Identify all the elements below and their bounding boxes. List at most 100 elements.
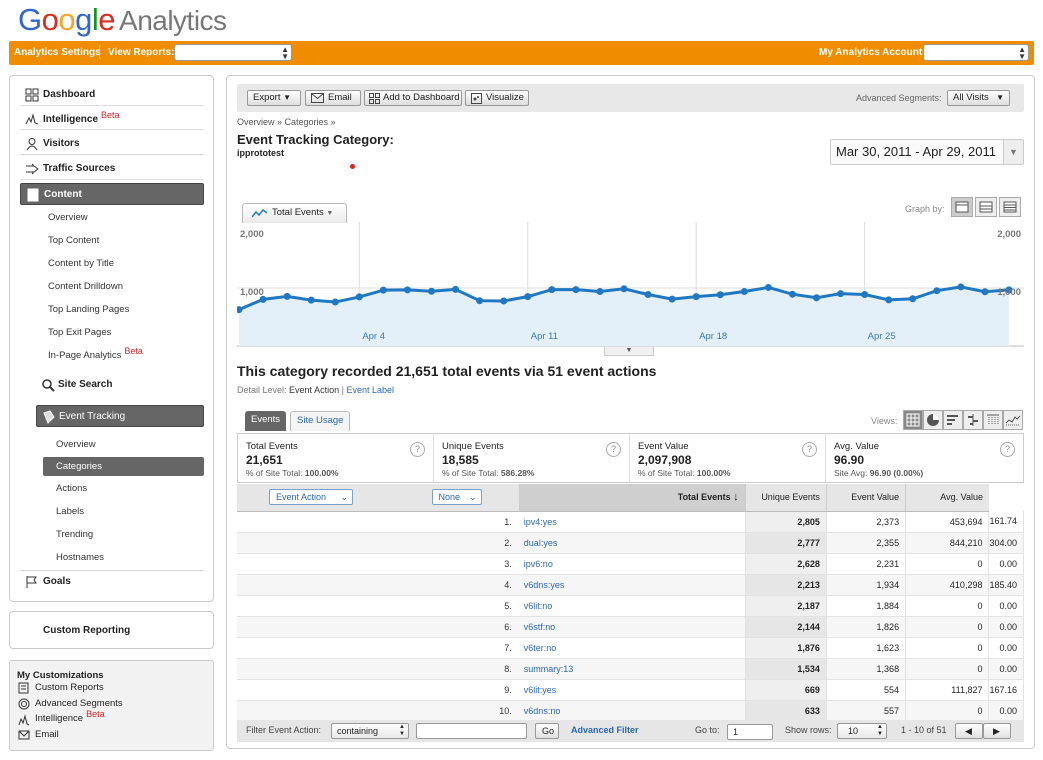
chevron-down-icon[interactable]: ▼: [1003, 140, 1023, 164]
detail-level-event-label-link[interactable]: Event Label: [346, 385, 395, 395]
prev-page-button[interactable]: ◀: [955, 723, 983, 739]
data-point[interactable]: [837, 290, 845, 298]
data-point[interactable]: [259, 295, 267, 303]
my-accounts-select[interactable]: ▲ ▼: [923, 44, 1029, 61]
help-icon[interactable]: ?: [802, 442, 817, 457]
advanced-segments-link[interactable]: Advanced Segments: [35, 698, 123, 709]
data-point[interactable]: [283, 292, 291, 300]
row-event-action-link[interactable]: v6dns:yes: [519, 574, 746, 596]
data-point[interactable]: [716, 291, 724, 299]
tab-events[interactable]: Events: [245, 411, 287, 431]
help-icon[interactable]: ?: [606, 442, 621, 457]
visualize-button[interactable]: Visualize: [465, 90, 529, 106]
sidebar-top-landing-pages[interactable]: Top Landing Pages: [48, 304, 130, 315]
custom-reports-link[interactable]: Custom Reports: [35, 682, 104, 693]
table-view-button[interactable]: [903, 410, 923, 430]
data-point[interactable]: [885, 296, 893, 304]
add-to-dashboard-button[interactable]: Add to Dashboard: [364, 90, 462, 106]
row-event-action-link[interactable]: ipv4:yes: [519, 511, 746, 533]
primary-dimension-select[interactable]: Event Action ⌄: [269, 489, 353, 506]
data-point[interactable]: [644, 290, 652, 298]
row-event-action-link[interactable]: ipv6:no: [519, 553, 746, 575]
data-point[interactable]: [524, 293, 532, 301]
export-button[interactable]: Export ▼: [247, 90, 301, 106]
data-point[interactable]: [428, 287, 435, 295]
row-event-action-link[interactable]: v6lit:no: [519, 595, 746, 617]
view-reports-select[interactable]: ▲ ▼: [174, 44, 292, 61]
advanced-filter-link[interactable]: Advanced Filter: [571, 725, 639, 735]
filter-mode-select[interactable]: containing ▲ ▼: [331, 723, 409, 739]
data-point[interactable]: [500, 297, 508, 305]
data-point[interactable]: [740, 288, 748, 296]
pivot-view-button[interactable]: [983, 410, 1003, 430]
google-analytics-logo[interactable]: Google Analytics: [18, 2, 248, 40]
advanced-segments-select[interactable]: All Visits ▼: [947, 90, 1010, 106]
secondary-dimension-select[interactable]: None ⌄: [431, 489, 482, 506]
sidebar-content-drilldown[interactable]: Content Drilldown: [48, 281, 123, 292]
col-event-value[interactable]: Event Value: [826, 484, 907, 512]
col-total-events[interactable]: Total Events ↓: [519, 484, 746, 512]
graph-by-week-button[interactable]: [975, 197, 997, 217]
data-point[interactable]: [452, 285, 460, 293]
data-point[interactable]: [861, 290, 869, 298]
data-point[interactable]: [572, 286, 580, 294]
analytics-settings-link[interactable]: Analytics Settings: [14, 47, 101, 58]
bar-view-button[interactable]: [943, 410, 963, 430]
data-point[interactable]: [235, 306, 243, 314]
data-point[interactable]: [668, 295, 676, 303]
show-rows-select[interactable]: 10 ▲ ▼: [837, 723, 887, 739]
sidebar-top-exit-pages[interactable]: Top Exit Pages: [48, 327, 112, 338]
sidebar-event-overview[interactable]: Overview: [56, 439, 96, 450]
col-avg-value[interactable]: Avg. Value: [905, 484, 989, 512]
filter-go-button[interactable]: Go: [535, 723, 559, 739]
pie-view-button[interactable]: [923, 410, 943, 430]
sidebar-item-goals[interactable]: Goals: [20, 570, 204, 592]
data-point[interactable]: [788, 290, 796, 298]
data-point[interactable]: [981, 288, 989, 296]
row-event-action-link[interactable]: dual:yes: [519, 532, 746, 554]
comparison-view-button[interactable]: [963, 410, 983, 430]
data-point[interactable]: [355, 293, 363, 301]
data-point[interactable]: [957, 283, 965, 291]
row-event-action-link[interactable]: v6ter:no: [519, 637, 746, 659]
data-point[interactable]: [476, 297, 484, 305]
graph-by-day-button[interactable]: [951, 197, 973, 217]
sidebar-top-content[interactable]: Top Content: [48, 235, 100, 246]
sidebar-event-actions[interactable]: Actions: [56, 483, 88, 494]
sidebar-item-traffic-sources[interactable]: Traffic Sources: [20, 158, 204, 180]
row-event-action-link[interactable]: v6dns:no: [519, 700, 746, 722]
data-point[interactable]: [596, 288, 604, 296]
next-page-button[interactable]: ▶: [983, 723, 1011, 739]
data-point[interactable]: [764, 283, 772, 291]
breadcrumb[interactable]: Overview » Categories »: [237, 117, 336, 127]
sidebar-item-content[interactable]: Content: [20, 183, 204, 205]
sidebar-in-page-analytics[interactable]: In-Page Analytics Beta: [48, 346, 143, 361]
sidebar-event-categories[interactable]: Categories: [56, 461, 102, 472]
help-icon[interactable]: ?: [1000, 442, 1015, 457]
data-point[interactable]: [403, 286, 411, 294]
sidebar-event-trending[interactable]: Trending: [56, 529, 94, 540]
sidebar-item-visitors[interactable]: Visitors: [20, 133, 204, 155]
data-point[interactable]: [933, 287, 941, 295]
data-point[interactable]: [307, 296, 315, 304]
intelligence-link[interactable]: Intelligence Beta: [35, 709, 105, 724]
row-event-action-link[interactable]: summary:13: [519, 658, 746, 680]
chart-collapse-toggle[interactable]: ▼: [604, 347, 654, 356]
data-point[interactable]: [909, 295, 917, 303]
data-point[interactable]: [813, 294, 820, 302]
sidebar-item-dashboard[interactable]: Dashboard: [20, 84, 204, 106]
graph-metric-selector[interactable]: Total Events ▼: [242, 203, 347, 223]
sidebar-event-labels[interactable]: Labels: [56, 506, 84, 517]
data-point[interactable]: [379, 286, 387, 294]
data-point[interactable]: [548, 286, 556, 294]
sidebar-item-event-tracking[interactable]: Event Tracking: [36, 405, 204, 427]
sidebar-content-overview[interactable]: Overview: [48, 212, 88, 223]
custom-reporting-link[interactable]: Custom Reporting: [9, 611, 214, 649]
data-point[interactable]: [1005, 286, 1013, 294]
data-point[interactable]: [331, 298, 339, 306]
row-event-action-link[interactable]: v6lit:yes: [519, 679, 746, 701]
sidebar-item-categories-active[interactable]: [43, 457, 204, 476]
sidebar-event-hostnames[interactable]: Hostnames: [56, 552, 105, 563]
help-icon[interactable]: ?: [410, 442, 425, 457]
goto-input[interactable]: 1: [727, 724, 773, 740]
